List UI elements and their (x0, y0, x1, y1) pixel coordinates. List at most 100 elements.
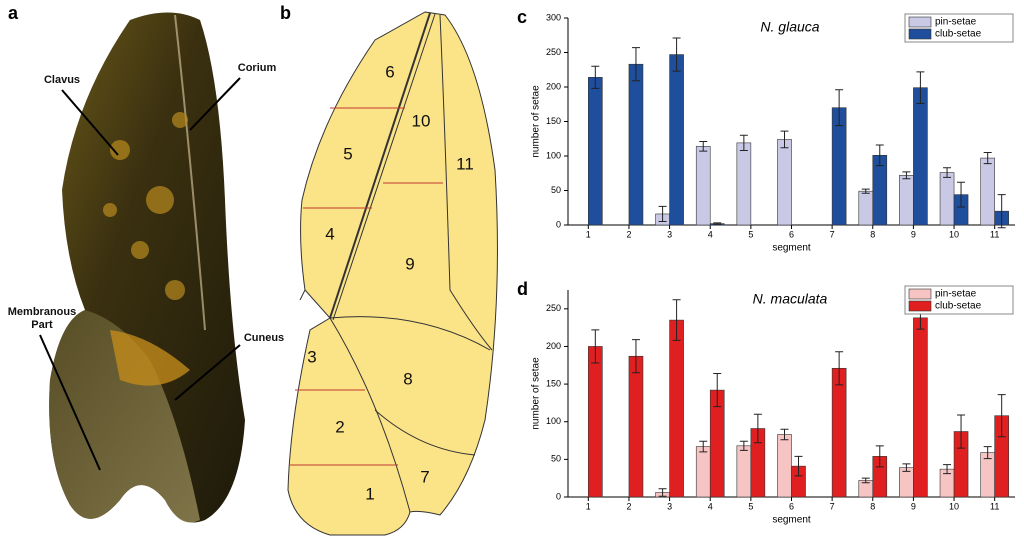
error-bar (631, 47, 640, 82)
error-bar (835, 89, 844, 127)
error-bar (780, 130, 789, 149)
error-bar (713, 373, 722, 408)
error-bar (658, 205, 667, 223)
bar (588, 346, 603, 498)
bar (628, 63, 644, 226)
segment-label: 6 (385, 62, 394, 81)
x-tick-label: 8 (870, 229, 875, 239)
error-bar (997, 194, 1006, 229)
y-tick-label: 150 (546, 116, 561, 126)
error-bar (902, 463, 911, 472)
y-axis-label: number of setae (531, 85, 542, 158)
x-tick-label: 1 (586, 229, 591, 239)
wing-photo (39, 12, 245, 523)
bar (913, 87, 928, 226)
x-tick-label: 5 (748, 501, 753, 511)
chart-title: N. maculata (753, 291, 828, 307)
photo-label: Membranous Part (7, 306, 77, 331)
error-bar (861, 188, 870, 194)
panel-letter: b (280, 3, 291, 23)
bar (899, 467, 914, 498)
x-tick-label: 6 (789, 501, 794, 511)
x-tick-label: 4 (708, 229, 713, 239)
y-tick-label: 100 (546, 416, 561, 426)
photo-label: Cuneus (243, 332, 285, 344)
error-bar (672, 37, 681, 72)
x-tick-label: 10 (949, 501, 959, 511)
error-bar (591, 329, 600, 364)
segment-label: 9 (405, 254, 414, 273)
x-tick-label: 4 (708, 501, 713, 511)
y-tick-label: 300 (546, 12, 561, 22)
bar (736, 445, 752, 498)
x-tick-label: 3 (667, 501, 672, 511)
panel-letter: d (517, 279, 528, 299)
error-bar (957, 181, 966, 208)
x-tick-label: 10 (949, 229, 959, 239)
y-tick-label: 150 (546, 378, 561, 388)
error-bar (875, 144, 884, 167)
legend-label: club-setae (935, 29, 982, 40)
segment-label: 1 (365, 484, 374, 503)
bar (628, 355, 644, 498)
y-tick-label: 50 (551, 185, 561, 195)
segment-label: 11 (456, 154, 474, 173)
bar (777, 434, 792, 498)
segment-label: 10 (412, 111, 431, 130)
y-tick-label: 0 (556, 219, 561, 229)
error-bar (861, 477, 870, 484)
bar (913, 317, 928, 498)
y-tick-label: 200 (546, 341, 561, 351)
bar (777, 139, 792, 226)
x-tick-label: 2 (626, 501, 631, 511)
bar (669, 54, 684, 226)
segment-label: 5 (343, 144, 352, 163)
y-axis-label: number of setae (531, 357, 542, 430)
y-tick-label: 250 (546, 47, 561, 57)
segment-label: 8 (403, 369, 412, 388)
bar (695, 446, 711, 498)
legend-label: pin-setae (935, 289, 977, 300)
bar (588, 77, 603, 226)
x-tick-label: 1 (586, 501, 591, 511)
x-axis-label: segment (772, 243, 811, 254)
error-bar (997, 394, 1006, 438)
error-bar (672, 299, 681, 341)
y-tick-label: 100 (546, 150, 561, 160)
x-tick-label: 2 (626, 229, 631, 239)
segment-label: 3 (307, 347, 316, 366)
x-tick-label: 3 (667, 229, 672, 239)
error-bar (957, 414, 966, 449)
y-tick-label: 50 (551, 454, 561, 464)
error-bar (983, 446, 992, 460)
legend-swatch (908, 300, 932, 312)
segment-label: 2 (335, 417, 344, 436)
error-bar (753, 413, 762, 444)
error-bar (943, 464, 952, 475)
legend-swatch (908, 288, 932, 300)
x-tick-label: 9 (911, 501, 916, 511)
photo-label: Corium (237, 62, 277, 74)
bar (831, 367, 847, 498)
bar (899, 175, 914, 226)
error-bar (739, 440, 748, 451)
bar (695, 146, 711, 226)
y-tick-label: 0 (556, 491, 561, 501)
bar (858, 190, 874, 226)
bar (980, 157, 995, 226)
error-bar (591, 65, 600, 89)
error-bar (916, 71, 925, 105)
error-bar (835, 351, 844, 386)
legend-label: pin-setae (935, 17, 977, 28)
y-tick-label: 200 (546, 81, 561, 91)
error-bar (902, 171, 911, 180)
legend-swatch (908, 16, 932, 28)
x-tick-label: 9 (911, 229, 916, 239)
photo-label: Clavus (43, 74, 81, 86)
x-axis-label: segment (772, 515, 811, 526)
legend-swatch (908, 28, 932, 40)
error-bar (699, 141, 708, 152)
x-tick-label: 11 (990, 229, 999, 239)
error-bar (631, 339, 640, 374)
